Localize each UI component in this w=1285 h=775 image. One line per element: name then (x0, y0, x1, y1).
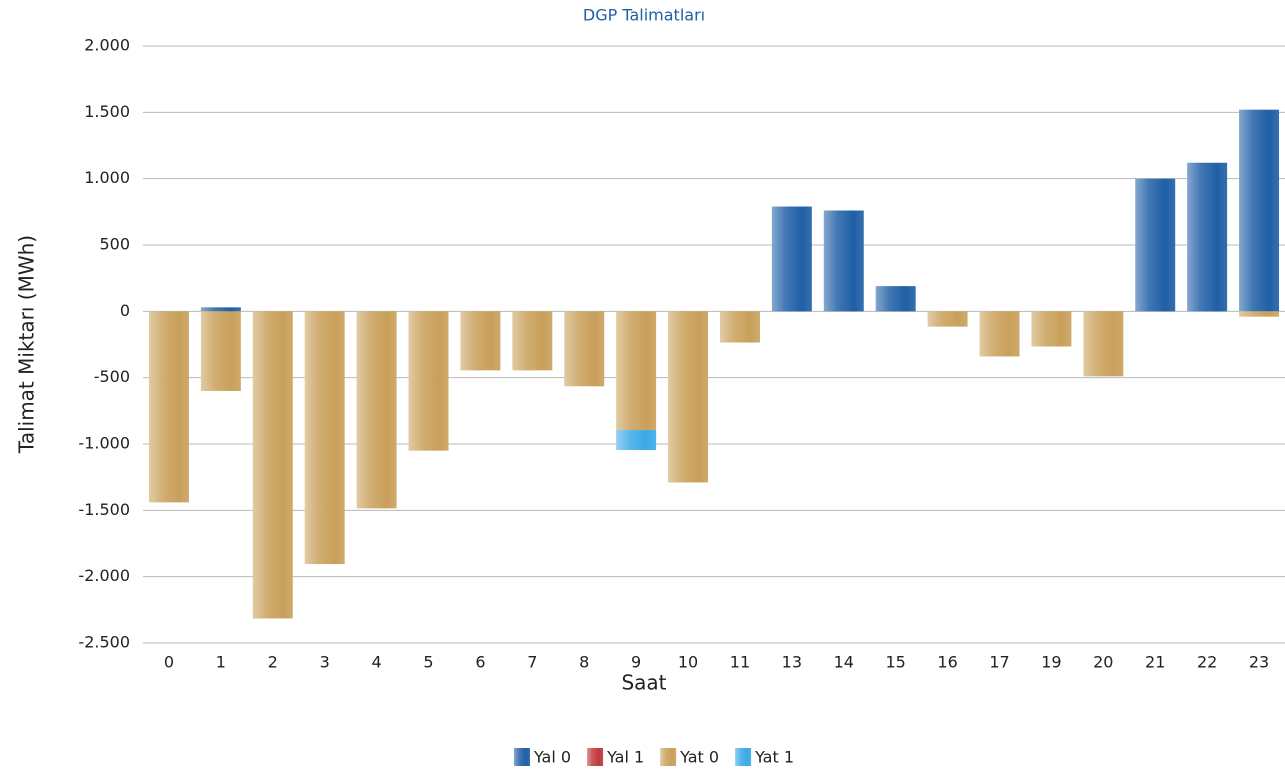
bar (1187, 162, 1228, 312)
x-tick-label: 20 (1093, 653, 1113, 672)
bar (1031, 311, 1072, 347)
x-tick-label: 8 (579, 653, 589, 672)
x-tick-label: 22 (1197, 653, 1217, 672)
x-tick-label: 17 (989, 653, 1009, 672)
y-tick-label: -2.500 (78, 633, 130, 652)
x-tick-label: 14 (834, 653, 854, 672)
x-tick-label: 3 (320, 653, 330, 672)
bar (200, 307, 241, 312)
bar (252, 311, 293, 619)
y-tick-label: 500 (99, 235, 130, 254)
legend-swatch (660, 748, 677, 766)
x-tick-label: 15 (886, 653, 906, 672)
y-tick-label: 0 (120, 301, 130, 320)
y-tick-label: 1.500 (84, 102, 130, 121)
bar (927, 311, 968, 327)
bar (668, 311, 709, 483)
y-tick-label: 2.000 (84, 36, 130, 55)
legend-label: Yat 1 (754, 748, 794, 767)
x-tick-label: 6 (475, 653, 485, 672)
x-tick-label: 9 (631, 653, 641, 672)
y-tick-label: -1.500 (78, 500, 130, 519)
legend: Yal 0 Yal 1 Yat 0 Yat 1 (513, 748, 794, 767)
x-axis-title: Saat (621, 671, 666, 695)
bar (719, 311, 760, 343)
bar (1083, 311, 1124, 377)
bar (1239, 109, 1280, 312)
x-tick-label: 21 (1145, 653, 1165, 672)
bar (823, 210, 864, 312)
x-tick-label: 13 (782, 653, 802, 672)
x-tick-label: 4 (371, 653, 381, 672)
bar (1239, 311, 1280, 317)
x-tick-label: 23 (1249, 653, 1269, 672)
y-tick-label: -1.000 (78, 434, 130, 453)
y-tick-label: -2.000 (78, 566, 130, 585)
x-tick-label: 1 (216, 653, 226, 672)
bar (460, 311, 501, 371)
legend-swatch (587, 748, 604, 766)
bar (771, 206, 812, 312)
bar (875, 286, 916, 312)
bar (979, 311, 1020, 357)
legend-label: Yat 0 (679, 748, 719, 767)
legend-swatch (513, 748, 530, 766)
bar (1135, 178, 1176, 312)
bar (408, 311, 449, 451)
bar (356, 311, 397, 509)
y-tick-label: -500 (94, 367, 130, 386)
legend-label: Yal 0 (533, 748, 571, 767)
bar (564, 311, 605, 387)
bar (512, 311, 553, 371)
x-tick-label: 5 (423, 653, 433, 672)
legend-label: Yal 1 (606, 748, 644, 767)
bar (200, 311, 241, 391)
x-tick-label: 10 (678, 653, 698, 672)
x-tick-label: 16 (937, 653, 957, 672)
legend-swatch (735, 748, 752, 766)
chart-title: DGP Talimatları (583, 6, 705, 25)
y-tick-label: 1.000 (84, 168, 130, 187)
bar (616, 311, 657, 431)
x-tick-label: 11 (730, 653, 750, 672)
bar (304, 311, 345, 565)
y-axis-title: Talimat Miktarı (MWh) (15, 235, 39, 454)
bar (148, 311, 189, 503)
x-tick-label: 0 (164, 653, 174, 672)
bar (616, 430, 657, 450)
x-tick-label: 2 (268, 653, 278, 672)
x-tick-label: 19 (1041, 653, 1061, 672)
x-tick-label: 7 (527, 653, 537, 672)
